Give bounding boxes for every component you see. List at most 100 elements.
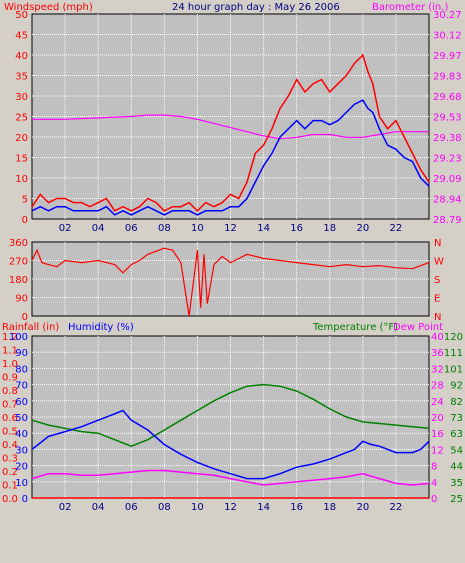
wind-x-tick: 16	[290, 223, 303, 234]
direction-y-tick: 90	[15, 294, 28, 305]
wind-y-tick: 25	[15, 113, 28, 124]
temperature-x-tick: 02	[59, 502, 72, 513]
compass-label: W	[434, 257, 444, 268]
direction-y-tick: 270	[9, 257, 28, 268]
humidity-y-tick: 50	[15, 413, 28, 424]
direction-y-tick: 180	[9, 275, 28, 286]
rain-y-tick: 0.3	[2, 454, 18, 465]
dewpoint-y-tick: 20	[431, 413, 444, 424]
temperature-y-tick: 44	[450, 462, 463, 473]
dewpoint-y-tick: 36	[431, 348, 444, 359]
wind-direction-line	[31, 247, 430, 317]
temperature-line	[31, 383, 430, 448]
temperature-y-tick: 82	[450, 397, 463, 408]
wind-x-tick: 02	[59, 223, 72, 234]
dewpoint-y-tick: 16	[431, 429, 444, 440]
temperature-x-tick: 14	[257, 502, 270, 513]
temperature-x-tick: 18	[323, 502, 336, 513]
humidity-y-tick: 20	[15, 462, 28, 473]
rain-y-tick: 0.5	[2, 427, 18, 438]
direction-y-tick: 360	[9, 238, 28, 249]
compass-label: N	[434, 312, 441, 323]
dewpoint-y-tick: 28	[431, 381, 444, 392]
wind-x-tick: 14	[257, 223, 270, 234]
barometer-y-tick: 28.79	[433, 215, 462, 226]
temperature-y-tick: 92	[450, 381, 463, 392]
humidity-y-tick: 80	[15, 364, 28, 375]
temperature-x-tick: 04	[92, 502, 105, 513]
wind-x-tick: 20	[356, 223, 369, 234]
wind-x-tick: 22	[390, 223, 403, 234]
humidity-y-tick: 90	[15, 348, 28, 359]
direction-y-tick: 0	[22, 312, 28, 323]
dewpoint-axis-label: Dew Point	[393, 322, 443, 333]
compass-label: E	[434, 294, 440, 305]
data-series	[31, 53, 430, 499]
rain-y-tick: 0.9	[2, 373, 18, 384]
humidity-y-tick: 30	[15, 445, 28, 456]
humidity-axis-label: Humidity (%)	[68, 322, 134, 333]
rain-y-tick: 1.2	[2, 332, 18, 343]
wind-y-tick: 10	[15, 174, 28, 185]
barometer-axis-label: Barometer (in.)	[372, 2, 448, 13]
rain-y-tick: 0.4	[2, 440, 18, 451]
wind-y-tick: 20	[15, 133, 28, 144]
temperature-x-tick: 08	[158, 502, 171, 513]
rain-y-tick: 1.1	[2, 346, 18, 357]
barometer-y-tick: 29.38	[433, 133, 462, 144]
temperature-y-tick: 35	[450, 478, 463, 489]
wind-x-tick: 04	[92, 223, 105, 234]
dewpoint-y-tick: 40	[431, 332, 444, 343]
humidity-y-tick: 70	[15, 381, 28, 392]
temperature-x-tick: 06	[125, 502, 138, 513]
barometer-line	[32, 114, 429, 140]
dewpoint-y-tick: 8	[431, 462, 437, 473]
humidity-y-tick: 100	[9, 332, 28, 343]
wind-y-tick: 0	[22, 215, 28, 226]
wind-y-tick: 40	[15, 51, 28, 62]
dewpoint-y-tick: 24	[431, 397, 444, 408]
dewpoint-y-tick: 12	[431, 445, 444, 456]
rain-y-tick: 0.6	[2, 413, 18, 424]
barometer-y-tick: 28.94	[433, 195, 462, 206]
barometer-y-tick: 29.83	[433, 72, 462, 83]
temperature-x-tick: 10	[191, 502, 204, 513]
barometer-y-tick: 29.53	[433, 113, 462, 124]
dewpoint-line	[31, 469, 430, 486]
dewpoint-y-tick: 0	[431, 494, 437, 505]
barometer-y-tick: 30.27	[433, 10, 462, 21]
temperature-x-tick: 20	[356, 502, 369, 513]
barometer-y-tick: 29.23	[433, 154, 462, 165]
dewpoint-y-tick: 4	[431, 478, 437, 489]
barometer-y-tick: 29.97	[433, 51, 462, 62]
rain-y-tick: 0.0	[2, 494, 18, 505]
humidity-y-tick: 10	[15, 478, 28, 489]
wind-x-tick: 18	[323, 223, 336, 234]
wind-y-tick: 5	[22, 195, 28, 206]
chart-title: 24 hour graph day : May 26 2006	[172, 2, 340, 13]
rain-y-tick: 0.2	[2, 467, 18, 478]
temperature-y-tick: 25	[450, 494, 463, 505]
temperature-x-tick: 16	[290, 502, 303, 513]
temperature-y-tick: 54	[450, 445, 463, 456]
wind-x-tick: 10	[191, 223, 204, 234]
temperature-y-tick: 73	[450, 413, 463, 424]
temperature-y-tick: 120	[444, 332, 463, 343]
compass-label: N	[434, 238, 441, 249]
barometer-y-tick: 29.09	[433, 174, 462, 185]
humidity-line	[31, 409, 430, 480]
temperature-x-tick: 12	[224, 502, 237, 513]
temperature-y-tick: 111	[444, 348, 463, 359]
rainfall-axis-label: Rainfall (in)	[2, 322, 59, 333]
wind-y-tick: 45	[15, 31, 28, 42]
humidity-y-tick: 60	[15, 397, 28, 408]
axis-labels: 02 04 06 08 10 12 14 16 18 20 22051015202530354045…	[2, 10, 463, 513]
temperature-y-tick: 63	[450, 429, 463, 440]
wind-x-tick: 08	[158, 223, 171, 234]
wind-y-tick: 35	[15, 72, 28, 83]
windspeed-axis-label: Windspeed (mph)	[4, 2, 93, 13]
grid-lines	[32, 14, 429, 498]
temperature-y-tick: 101	[444, 364, 463, 375]
